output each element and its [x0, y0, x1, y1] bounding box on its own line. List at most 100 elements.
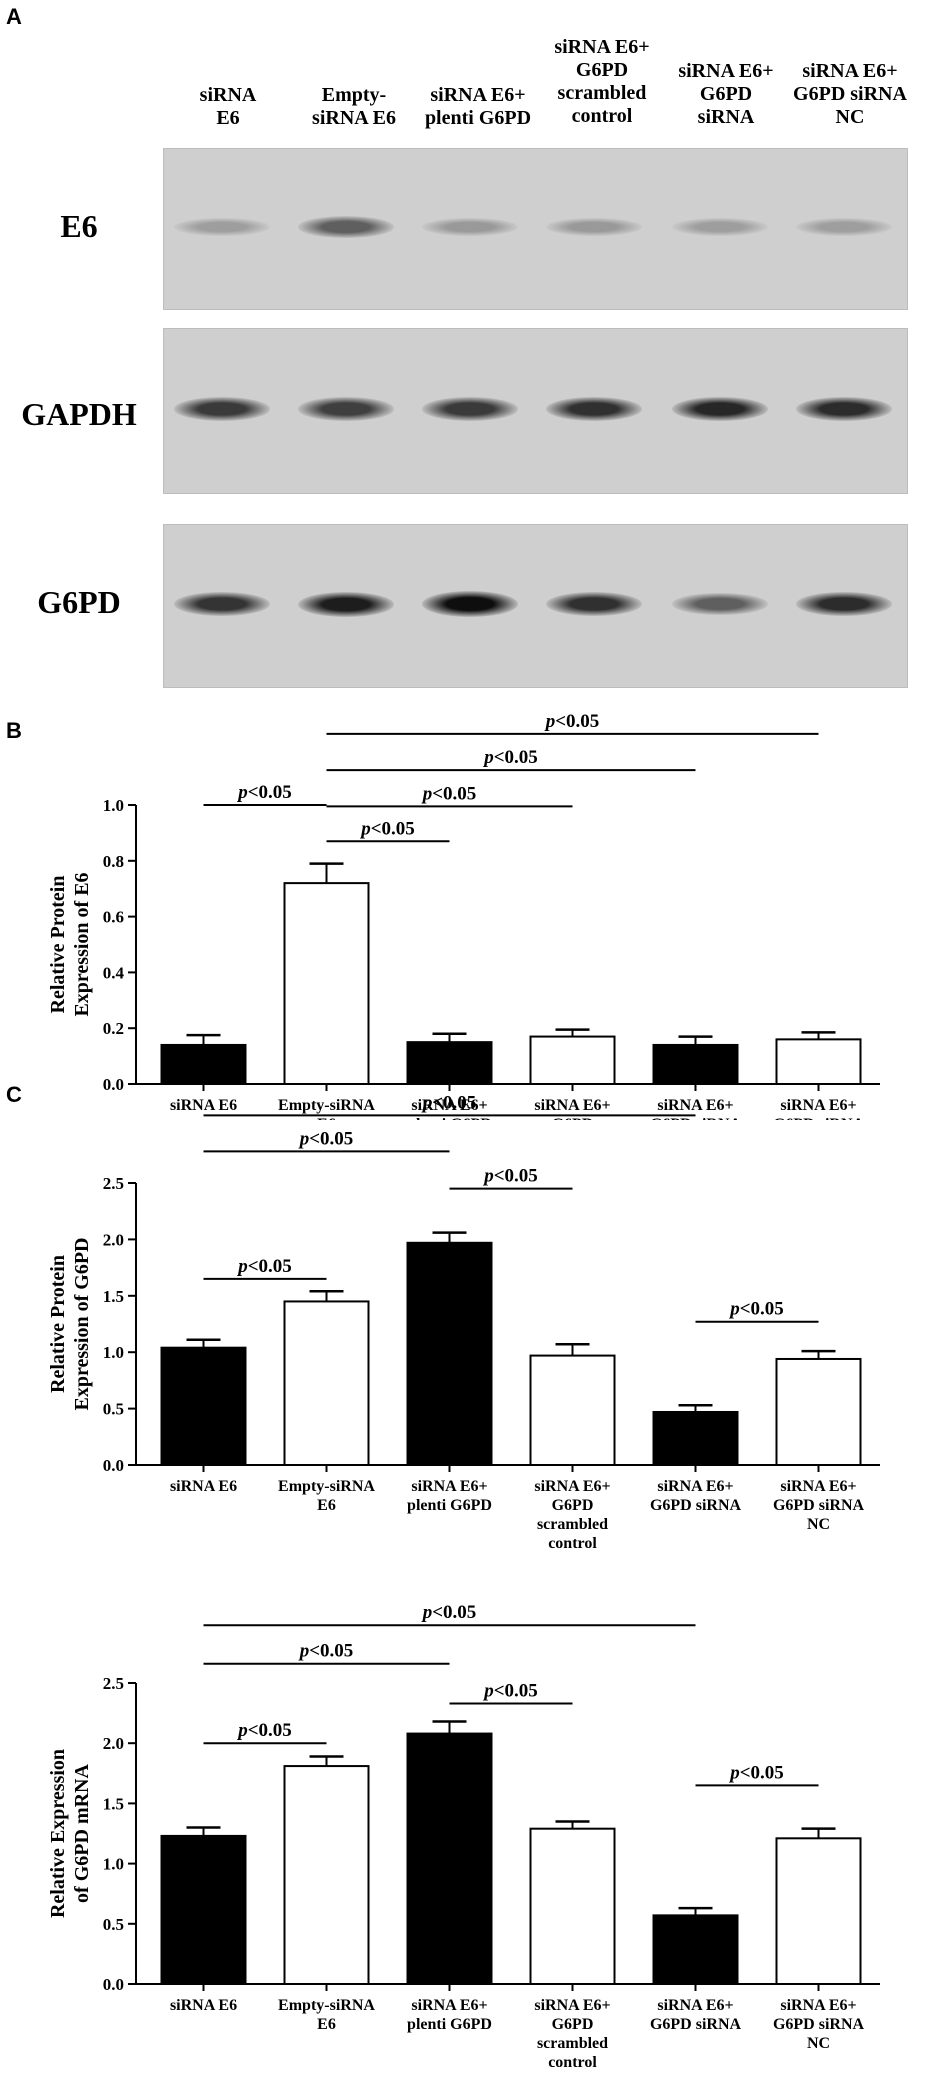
panel-letter-b: B	[6, 718, 22, 743]
bar	[406, 1241, 493, 1466]
x-tick-label-line: G6PD siRNA	[773, 1497, 865, 1514]
x-tick-label-line: siRNA E6+	[411, 1997, 487, 2014]
x-tick-label-line: siRNA E6+	[780, 1097, 856, 1114]
significance-label: p<0.05	[359, 818, 415, 839]
y-tick-label: 2.0	[103, 1734, 124, 1753]
x-tick-label-line: siRNA E6+	[534, 1097, 610, 1114]
panel-letter-c: C	[6, 1082, 22, 1107]
bar	[160, 1043, 247, 1086]
y-tick-label: 0.4	[103, 963, 125, 982]
x-tick-label-line: siRNA E6+	[534, 1478, 610, 1495]
significance-label-rest: <0.05	[740, 1762, 784, 1783]
significance-label-rest: <0.05	[494, 1166, 538, 1187]
y-axis-label-line: of G6PD mRNA	[71, 1764, 93, 1903]
x-tick-label-line: G6PD siRNA	[773, 2016, 865, 2033]
x-tick-label-line: NC	[807, 2035, 830, 2052]
y-tick-label: 1.5	[103, 1794, 124, 1813]
x-tick-label: siRNA E6	[170, 1097, 237, 1114]
blot-band	[298, 216, 394, 238]
x-tick-label-line: E6	[317, 1497, 336, 1514]
significance-label-p: p	[298, 1128, 310, 1149]
lane-header: siRNA E6+ plenti G6PD	[424, 84, 532, 129]
y-tick-label: 0.2	[103, 1019, 124, 1038]
significance-label: p<0.05	[236, 1256, 292, 1277]
y-axis-label-line: Relative Protein	[47, 876, 69, 1014]
blot-band	[422, 397, 518, 421]
g6pd-protein-bar-chart: 0.0 0.5 1.0 1.5 2.0 2.5 Relative Protein Expres…	[47, 1092, 880, 1552]
x-tick-label-line: G6PD siRNA	[650, 1497, 742, 1514]
x-tick-label-line: siRNA E6+	[411, 1097, 487, 1114]
x-tick-label-line: G6PD siRNA	[773, 1116, 865, 1120]
x-tick-label-line: siRNA E6	[170, 1997, 237, 2014]
bar	[406, 1041, 493, 1085]
x-tick-label-line: E6	[317, 2016, 336, 2033]
x-tick-label-line: plenti G6PD	[407, 2016, 492, 2033]
y-axis-label: Relative Expression of G6PD mRNA	[47, 1749, 93, 1918]
x-tick-label-line: G6PD	[552, 1116, 594, 1120]
y-tick-label: 0.8	[103, 852, 124, 871]
x-tick-label-line: Empty-siRNA	[278, 1097, 375, 1114]
x-tick-label-line: siRNA E6+	[657, 1097, 733, 1114]
g6pd-mrna-bar-chart: 0.0 0.5 1.0 1.5 2.0 2.5 Relative Expression of …	[47, 1602, 880, 2071]
x-tick-label-line: NC	[807, 1516, 830, 1533]
panel-letter-a: A	[6, 4, 22, 29]
bar	[529, 1827, 616, 1985]
y-axis-label: Relative Protein Expression of G6PD	[47, 1238, 93, 1411]
significance-label-rest: <0.05	[309, 1128, 353, 1149]
lane-header: siRNA E6	[199, 84, 257, 129]
significance-label-rest: <0.05	[432, 783, 476, 804]
blot-band	[422, 591, 518, 617]
significance-label-rest: <0.05	[248, 782, 292, 803]
x-tick-label-line: siRNA E6+	[657, 1478, 733, 1495]
blot-band	[672, 396, 768, 422]
y-axis-label-line: Relative Expression	[47, 1749, 69, 1918]
y-axis-label: Relative Protein Expression of E6	[47, 872, 93, 1016]
significance-label-p: p	[359, 818, 371, 839]
y-tick-label: 0.0	[103, 1075, 124, 1094]
bar	[652, 1914, 739, 1986]
y-tick-label: 0.6	[103, 908, 124, 927]
lane-header: Empty- siRNA E6	[312, 84, 396, 129]
bar	[775, 1357, 862, 1466]
significance-label-p: p	[421, 1092, 433, 1113]
significance-label-p: p	[482, 1680, 494, 1701]
significance-label-p: p	[236, 782, 248, 803]
y-axis-label-line: Expression of E6	[71, 872, 93, 1016]
lane-header: siRNA E6+ G6PD scrambled control	[554, 36, 650, 127]
significance-label-p: p	[421, 1602, 433, 1623]
y-axis-label-line: Expression of G6PD	[71, 1238, 93, 1411]
significance-label: p<0.05	[544, 711, 600, 732]
significance-label: p<0.05	[482, 1680, 538, 1701]
x-tick-label-line: G6PD	[552, 1497, 594, 1514]
significance-label-p: p	[236, 1720, 248, 1741]
x-tick-label-line: siRNA E6	[170, 1097, 237, 1114]
blot-label-gapdh: GAPDH	[21, 396, 137, 432]
y-tick-label: 1.0	[103, 1855, 124, 1874]
e6-blot-image	[163, 148, 908, 310]
y-tick-label: 0.0	[103, 1456, 124, 1475]
significance-label-p: p	[482, 1166, 494, 1187]
blot-band	[672, 217, 768, 237]
significance-label-p: p	[298, 1641, 310, 1662]
x-tick-label: siRNA E6	[170, 1997, 237, 2014]
significance-label: p<0.05	[236, 782, 292, 803]
significance-label: p<0.05	[728, 1762, 784, 1783]
blot-band	[174, 217, 270, 237]
significance-label: p<0.05	[236, 1720, 292, 1741]
bar	[652, 1410, 739, 1467]
significance-label-rest: <0.05	[740, 1299, 784, 1320]
gapdh-blot-image	[163, 328, 908, 494]
x-tick-label-line: G6PD	[552, 2016, 594, 2033]
x-tick-label: Empty-siRNA E6	[278, 1097, 375, 1120]
significance-label-rest: <0.05	[371, 818, 415, 839]
significance-label-p: p	[544, 711, 556, 732]
y-tick-label: 1.0	[103, 796, 124, 815]
x-tick-label: siRNA E6+ G6PD siRNA	[650, 1097, 742, 1120]
significance-label-rest: <0.05	[248, 1720, 292, 1741]
x-tick-label-line: siRNA E6+	[534, 1997, 610, 2014]
significance-label-p: p	[482, 747, 494, 768]
bar	[160, 1834, 247, 1985]
significance-label-rest: <0.05	[432, 1602, 476, 1623]
